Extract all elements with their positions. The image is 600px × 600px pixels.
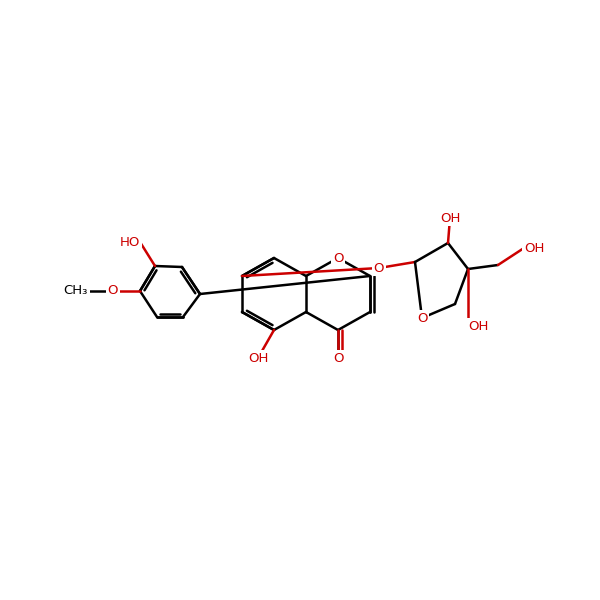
Text: O: O (333, 352, 343, 364)
Text: OH: OH (440, 211, 460, 224)
Text: O: O (108, 284, 118, 298)
Text: O: O (417, 311, 427, 325)
Text: O: O (374, 262, 384, 275)
Text: HO: HO (119, 235, 140, 248)
Text: OH: OH (524, 241, 544, 254)
Text: OH: OH (248, 352, 268, 364)
Text: CH₃: CH₃ (64, 284, 88, 298)
Text: O: O (333, 251, 343, 265)
Text: OH: OH (468, 319, 488, 332)
